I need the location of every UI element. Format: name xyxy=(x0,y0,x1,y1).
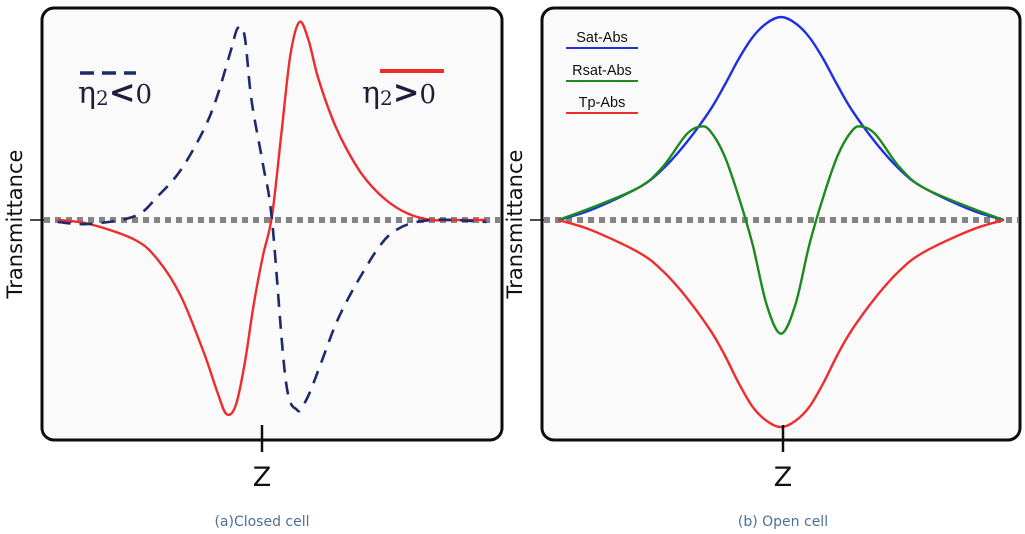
panel-b-frame xyxy=(540,6,1022,442)
panel-a-caption: (a)Closed cell xyxy=(214,514,309,530)
panel-b-caption: (b) Open cell xyxy=(738,514,828,530)
panel-b-ylabel: Transmittance xyxy=(503,150,527,300)
panel-b-xlabel: Z xyxy=(774,462,793,493)
panel-a-ylabel: Transmittance xyxy=(3,150,27,300)
panel-b-series-sat-abs xyxy=(557,15,1005,222)
annotation-eta-negative-text: η2<0 xyxy=(78,73,152,111)
panel-a-frame xyxy=(40,6,504,442)
panel-b-series xyxy=(530,15,1018,429)
panel-a-series-solid-0 xyxy=(57,20,487,417)
panel-b-series-tp-abs xyxy=(557,218,1005,429)
annotation-eta-negative: η2<0 xyxy=(78,71,152,111)
annotation-eta-positive-text: η2>0 xyxy=(362,73,436,111)
annotation-eta-positive: η2>0 xyxy=(362,69,444,111)
panel-b-series-rsat-abs xyxy=(557,125,1005,335)
legend-label-sat-abs: Sat-Abs xyxy=(576,30,628,46)
legend: Sat-Abs Rsat-Abs Tp-Abs xyxy=(566,30,638,114)
legend-label-tp-abs: Tp-Abs xyxy=(579,95,626,111)
panel-a-xlabel: Z xyxy=(253,462,272,493)
panel-a-series xyxy=(30,20,500,417)
panel-a: η2<0 η2>0 Transmittance Z (a)Closed cell xyxy=(3,6,504,530)
panel-a-series-dashed-1 xyxy=(57,25,487,413)
panel-b: Sat-Abs Rsat-Abs Tp-Abs Transmittance Z … xyxy=(503,6,1022,530)
legend-label-rsat-abs: Rsat-Abs xyxy=(572,63,632,79)
